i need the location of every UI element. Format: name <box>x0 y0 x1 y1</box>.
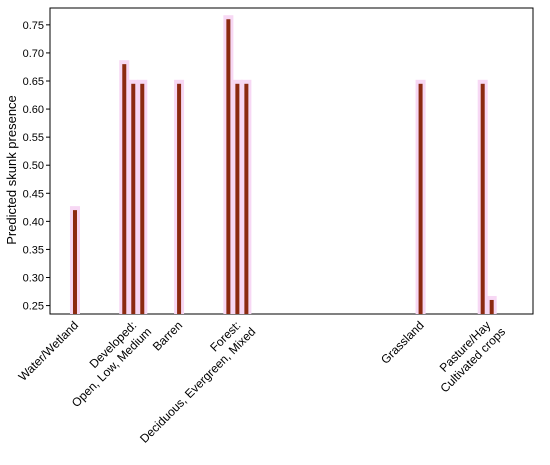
y-tick-label: 0.60 <box>23 104 44 116</box>
y-tick-label: 0.45 <box>23 188 44 200</box>
x-tick-label: Pasture/HayCultivated crops <box>427 314 508 395</box>
bar <box>489 299 494 314</box>
x-tick-label-line: Water/Wetland <box>16 318 82 384</box>
y-tick-label: 0.25 <box>23 301 44 313</box>
bar <box>244 83 249 315</box>
x-tick-label: Grassland <box>378 318 427 367</box>
y-axis-title: Predicted skunk presence <box>4 95 19 245</box>
y-tick-label: 0.75 <box>23 20 44 32</box>
y-tick-label: 0.70 <box>23 48 44 60</box>
y-tick-label: 0.65 <box>23 76 44 88</box>
bar <box>235 83 240 315</box>
y-tick-label: 0.50 <box>23 160 44 172</box>
bar <box>226 19 231 314</box>
plot-area: 0.25 0.30 0.35 0.40 0.45 0.50 0.55 0.60 0.65 0.70… <box>16 7 534 446</box>
y-axis-title-group: Predicted skunk presence <box>4 95 19 245</box>
bar <box>122 64 127 314</box>
y-tick-label: 0.40 <box>23 216 44 228</box>
plot-frame <box>49 7 534 315</box>
bar <box>418 83 423 315</box>
bar <box>131 83 136 315</box>
y-tick-label: 0.55 <box>23 132 44 144</box>
x-tick-label: Water/Wetland <box>16 318 82 384</box>
y-tick-label: 0.30 <box>23 273 44 285</box>
bar <box>72 210 77 314</box>
bar <box>177 83 182 315</box>
x-tick-label-line: Barren <box>150 318 185 353</box>
x-tick-label: Barren <box>150 318 185 353</box>
y-tick-label: 0.35 <box>23 244 44 256</box>
bar <box>480 83 485 315</box>
x-tick-label-line: Grassland <box>378 318 427 367</box>
bar <box>140 83 145 315</box>
